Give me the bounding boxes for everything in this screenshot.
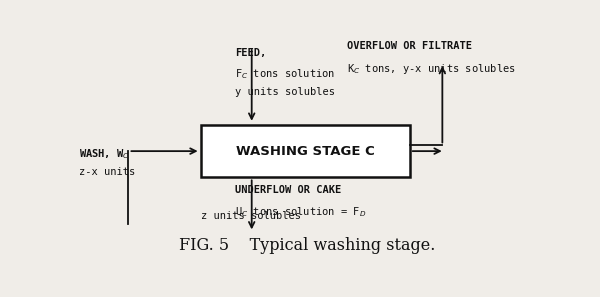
Text: OVERFLOW OR FILTRATE: OVERFLOW OR FILTRATE [347, 41, 472, 51]
Text: FEED,: FEED, [235, 48, 266, 58]
Text: K$_C$ tons, y-x units solubles: K$_C$ tons, y-x units solubles [347, 62, 516, 76]
Text: y units solubles: y units solubles [235, 87, 335, 97]
Text: WASH, W$_C$: WASH, W$_C$ [79, 148, 130, 162]
Text: FIG. 5    Typical washing stage.: FIG. 5 Typical washing stage. [179, 237, 436, 254]
Text: UNDERFLOW OR CAKE: UNDERFLOW OR CAKE [235, 185, 341, 195]
Text: U$_C$ tons solution = F$_D$: U$_C$ tons solution = F$_D$ [235, 205, 367, 219]
Text: z-x units: z-x units [79, 167, 135, 177]
Text: F$_C$ tons solution: F$_C$ tons solution [235, 68, 336, 81]
Bar [200, 125, 410, 177]
Text: WASHING STAGE C: WASHING STAGE C [236, 145, 374, 158]
Text: z units solubles: z units solubles [200, 211, 301, 221]
